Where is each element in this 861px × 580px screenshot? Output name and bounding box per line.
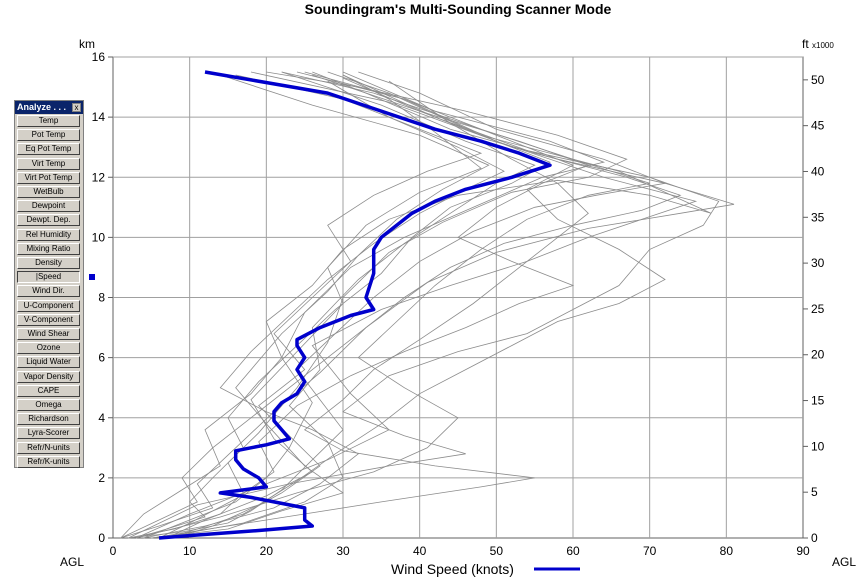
x-tick-label: 30 [336, 544, 350, 558]
x-tick-label: 20 [260, 544, 274, 558]
right-tick-label: 30 [811, 256, 825, 270]
panel-button-virt-pot-temp[interactable]: Virt Pot Temp [17, 171, 80, 184]
panel-button-liquid-water[interactable]: Liquid Water [17, 356, 80, 369]
right-tick-labels: 0 5 10 15 20 25 30 35 40 45 50 [803, 73, 825, 545]
x-tick-label: 70 [643, 544, 657, 558]
right-tick-label: 10 [811, 439, 825, 453]
x-tick-labels: 0 10 20 30 40 50 60 70 80 90 [110, 544, 810, 558]
left-axis-unit: km [79, 37, 95, 51]
left-tick-label: 8 [98, 291, 105, 305]
x-tick-label: 90 [796, 544, 810, 558]
panel-button-vapor-density[interactable]: Vapor Density [17, 370, 80, 383]
profile-line [158, 71, 536, 539]
right-axis-unit: ft [802, 37, 809, 51]
analyze-panel: Analyze . . . x Temp Pot Temp Eq Pot Temp V… [14, 100, 95, 468]
right-tick-label: 0 [811, 531, 818, 545]
panel-button-refr-n-units[interactable]: Refr/N-units [17, 441, 80, 454]
panel-button-wind-shear[interactable]: Wind Shear [17, 328, 80, 340]
grid [112, 56, 804, 539]
right-axis-multiplier: x1000 [812, 41, 834, 50]
panel-button-temp[interactable]: Temp [17, 115, 80, 127]
x-tick-label: 50 [490, 544, 504, 558]
close-icon[interactable]: x [72, 103, 81, 112]
left-tick-label: 12 [92, 170, 106, 184]
panel-button-speed[interactable]: |Speed [17, 271, 80, 284]
profile-line [120, 74, 682, 539]
x-tick-label: 60 [566, 544, 580, 558]
profile-line [128, 77, 720, 539]
profile-line [174, 71, 666, 539]
panel-title: Analyze . . . [15, 101, 83, 114]
bottom-left-agl: AGL [60, 555, 84, 569]
x-tick-label: 80 [720, 544, 734, 558]
left-tick-label: 10 [92, 230, 106, 244]
chart-title: Soundingram's Multi-Sounding Scanner Mod… [305, 1, 612, 17]
right-tick-label: 25 [811, 302, 825, 316]
panel-button-rel-humidity[interactable]: Rel Humidity [17, 228, 80, 241]
panel-button-u-component[interactable]: U-Component [17, 299, 80, 312]
panel-button-density[interactable]: Density [17, 257, 80, 269]
profile-line [143, 80, 505, 539]
profile-line [143, 71, 606, 539]
active-indicator-icon [89, 274, 95, 281]
panel-button-dewpt-dep[interactable]: Dewpt. Dep. [17, 214, 80, 227]
left-tick-labels: 0 2 4 6 8 10 12 14 16 [92, 50, 113, 545]
right-tick-label: 5 [811, 485, 818, 499]
profile-line [166, 74, 483, 539]
right-tick-label: 45 [811, 119, 825, 133]
x-tick-label: 0 [110, 544, 117, 558]
panel-button-v-component[interactable]: V-Component [17, 313, 80, 326]
right-tick-label: 35 [811, 210, 825, 224]
left-tick-label: 14 [92, 110, 106, 124]
right-tick-label: 40 [811, 164, 825, 178]
panel-button-eq-pot-temp[interactable]: Eq Pot Temp [17, 143, 80, 156]
profile-line [151, 74, 490, 539]
panel-button-lyra-scorer[interactable]: Lyra-Scorer [17, 427, 80, 440]
panel-button-dewpoint[interactable]: Dewpoint [17, 200, 80, 213]
mean-profile [158, 70, 552, 540]
panel-button-richardson[interactable]: Richardson [17, 413, 80, 426]
profile-line [120, 71, 712, 539]
left-tick-label: 0 [98, 531, 105, 545]
bottom-right-agl: AGL [832, 555, 856, 569]
panel-button-omega[interactable]: Omega [17, 399, 80, 411]
profile-line [120, 71, 735, 539]
panel-button-cape[interactable]: CAPE [17, 384, 80, 397]
panel-button-mixing-ratio[interactable]: Mixing Ratio [17, 242, 80, 255]
profile-line [135, 71, 650, 539]
panel-button-virt-temp[interactable]: Virt Temp [17, 157, 80, 170]
panel-button-pot-temp[interactable]: Pot Temp [17, 129, 80, 142]
right-tick-label: 50 [811, 73, 825, 87]
x-axis-label: Wind Speed (knots) [391, 561, 514, 577]
panel-button-wetbulb[interactable]: WetBulb [17, 186, 80, 198]
profile-line [135, 71, 698, 539]
left-tick-label: 6 [98, 351, 105, 365]
right-tick-label: 15 [811, 394, 825, 408]
individual-profiles [120, 71, 735, 539]
panel-button-refr-k-units[interactable]: Refr/K-units [17, 455, 80, 468]
left-tick-label: 16 [92, 50, 106, 64]
panel-button-wind-dir[interactable]: Wind Dir. [17, 285, 80, 298]
profile-line [151, 80, 589, 539]
x-tick-label: 40 [413, 544, 427, 558]
left-tick-label: 4 [98, 411, 105, 425]
left-tick-label: 2 [98, 471, 105, 485]
panel-button-ozone[interactable]: Ozone [17, 342, 80, 355]
mean-profile-line [158, 70, 552, 540]
x-tick-label: 10 [183, 544, 197, 558]
right-tick-label: 20 [811, 348, 825, 362]
profile-line [158, 74, 590, 539]
